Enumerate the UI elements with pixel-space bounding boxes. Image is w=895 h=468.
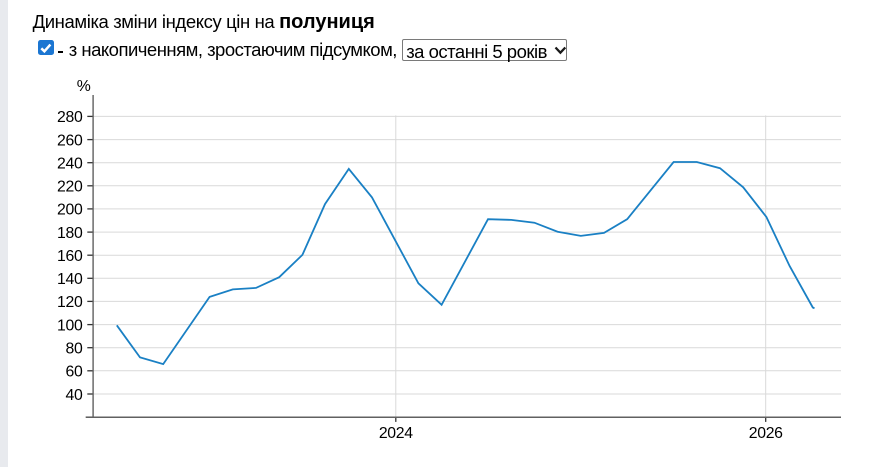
svg-text:100: 100 (57, 317, 83, 334)
svg-text:240: 240 (57, 156, 83, 173)
svg-text:280: 280 (57, 109, 83, 126)
svg-text:40: 40 (66, 387, 83, 404)
svg-text:180: 180 (57, 225, 83, 242)
svg-text:200: 200 (57, 202, 83, 219)
svg-text:140: 140 (57, 271, 83, 288)
svg-text:220: 220 (57, 179, 83, 196)
svg-text:160: 160 (57, 248, 83, 265)
svg-text:60: 60 (66, 364, 83, 381)
svg-text:%: % (77, 78, 91, 95)
svg-text:260: 260 (57, 132, 83, 149)
svg-text:2024: 2024 (379, 425, 413, 442)
svg-text:2026: 2026 (749, 425, 783, 442)
svg-text:80: 80 (66, 341, 83, 358)
svg-text:120: 120 (57, 294, 83, 311)
